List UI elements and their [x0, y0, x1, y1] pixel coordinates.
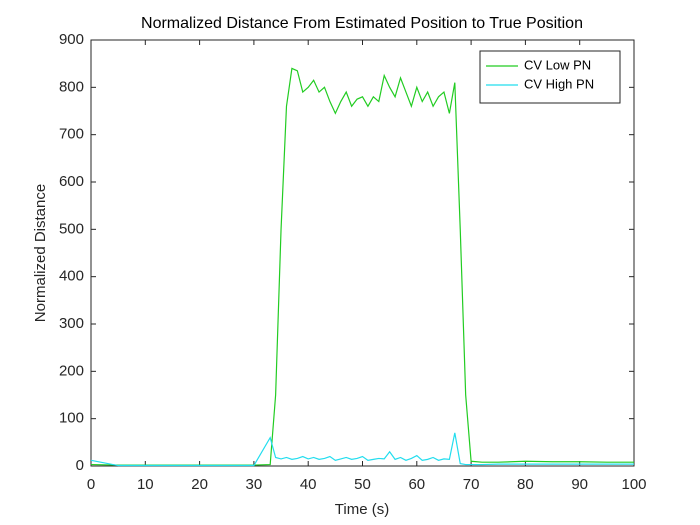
x-axis-label: Time (s)	[335, 501, 389, 518]
legend-label: CV Low PN	[524, 57, 591, 72]
legend-box	[479, 50, 621, 104]
legend-label: CV High PN	[524, 76, 594, 91]
plot-area	[90, 39, 635, 467]
y-tick-label: 800	[59, 78, 84, 95]
x-tick-label: 70	[463, 476, 480, 493]
y-axis-label: Normalized Distance	[32, 184, 49, 322]
x-tick-label: 90	[571, 476, 588, 493]
y-tick-label: 0	[76, 457, 84, 474]
y-tick-label: 400	[59, 268, 84, 285]
y-tick-label: 300	[59, 315, 84, 332]
x-tick-label: 0	[87, 476, 95, 493]
y-tick-label: 100	[59, 410, 84, 427]
y-tick-label: 500	[59, 220, 84, 237]
x-tick-label: 80	[517, 476, 534, 493]
x-tick-label: 100	[621, 476, 646, 493]
x-tick-label: 30	[246, 476, 263, 493]
chart-title: Normalized Distance From Estimated Posit…	[141, 15, 583, 32]
x-tick-label: 60	[408, 476, 425, 493]
x-tick-label: 10	[137, 476, 154, 493]
x-tick-label: 40	[300, 476, 317, 493]
x-tick-label: 50	[354, 476, 371, 493]
series-line	[90, 432, 634, 467]
series-line	[90, 67, 634, 466]
x-tick-label: 20	[191, 476, 208, 493]
y-tick-label: 900	[59, 31, 84, 48]
y-tick-label: 200	[59, 362, 84, 379]
y-tick-label: 700	[59, 126, 84, 143]
y-tick-label: 600	[59, 173, 84, 190]
